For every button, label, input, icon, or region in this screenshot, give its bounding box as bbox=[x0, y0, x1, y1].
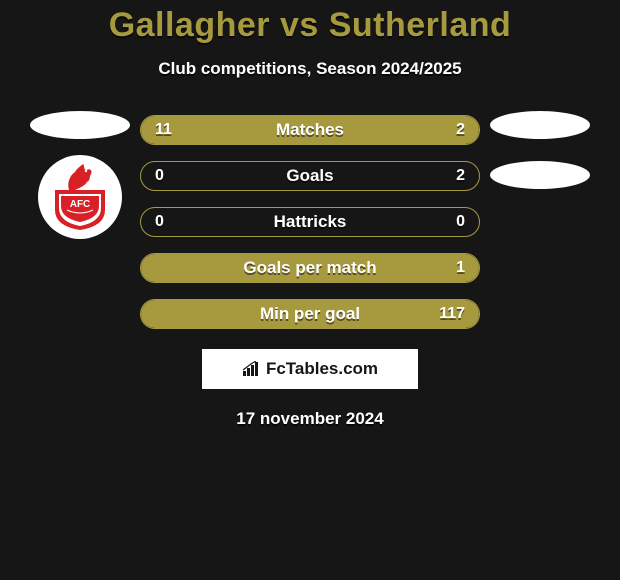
player-photo-placeholder-right-2 bbox=[490, 161, 590, 189]
stat-value-right: 2 bbox=[456, 121, 465, 139]
stat-value-left: 0 bbox=[155, 213, 164, 231]
stat-value-right: 117 bbox=[439, 305, 465, 323]
player-photo-placeholder-left bbox=[30, 111, 130, 139]
player-photo-placeholder-right-1 bbox=[490, 111, 590, 139]
stat-bars: 11 Matches 2 0 Goals 2 0 Hattricks 0 Goa… bbox=[140, 115, 480, 329]
stat-label: Goals bbox=[286, 166, 333, 186]
right-player-column bbox=[490, 115, 590, 211]
stat-value-left: 11 bbox=[155, 121, 172, 139]
stat-label: Goals per match bbox=[243, 258, 376, 278]
stat-fill-right bbox=[411, 116, 479, 144]
left-player-column: AFC bbox=[30, 115, 130, 239]
stat-value-right: 1 bbox=[456, 259, 465, 277]
footer-date: 17 november 2024 bbox=[0, 409, 620, 429]
stat-bar-matches: 11 Matches 2 bbox=[140, 115, 480, 145]
stat-value-left: 0 bbox=[155, 167, 164, 185]
stat-label: Matches bbox=[276, 120, 344, 140]
stat-bar-hattricks: 0 Hattricks 0 bbox=[140, 207, 480, 237]
watermark[interactable]: FcTables.com bbox=[202, 349, 418, 389]
stat-label: Min per goal bbox=[260, 304, 360, 324]
stat-bar-min-per-goal: Min per goal 117 bbox=[140, 299, 480, 329]
stat-bar-goals-per-match: Goals per match 1 bbox=[140, 253, 480, 283]
main-row: AFC 11 Matches 2 0 Goals 2 0 bbox=[0, 115, 620, 329]
stat-label: Hattricks bbox=[274, 212, 347, 232]
page-title: Gallagher vs Sutherland bbox=[0, 6, 620, 45]
svg-text:AFC: AFC bbox=[70, 199, 91, 210]
afc-logo: AFC bbox=[53, 164, 107, 230]
stat-value-right: 2 bbox=[456, 167, 465, 185]
comparison-card: Gallagher vs Sutherland Club competition… bbox=[0, 0, 620, 429]
subtitle: Club competitions, Season 2024/2025 bbox=[0, 59, 620, 79]
stat-value-right: 0 bbox=[456, 213, 465, 231]
shield-icon: AFC bbox=[53, 186, 107, 230]
bar-chart-icon bbox=[242, 361, 260, 377]
watermark-text: FcTables.com bbox=[266, 359, 378, 379]
stat-bar-goals: 0 Goals 2 bbox=[140, 161, 480, 191]
club-logo-left: AFC bbox=[38, 155, 122, 239]
